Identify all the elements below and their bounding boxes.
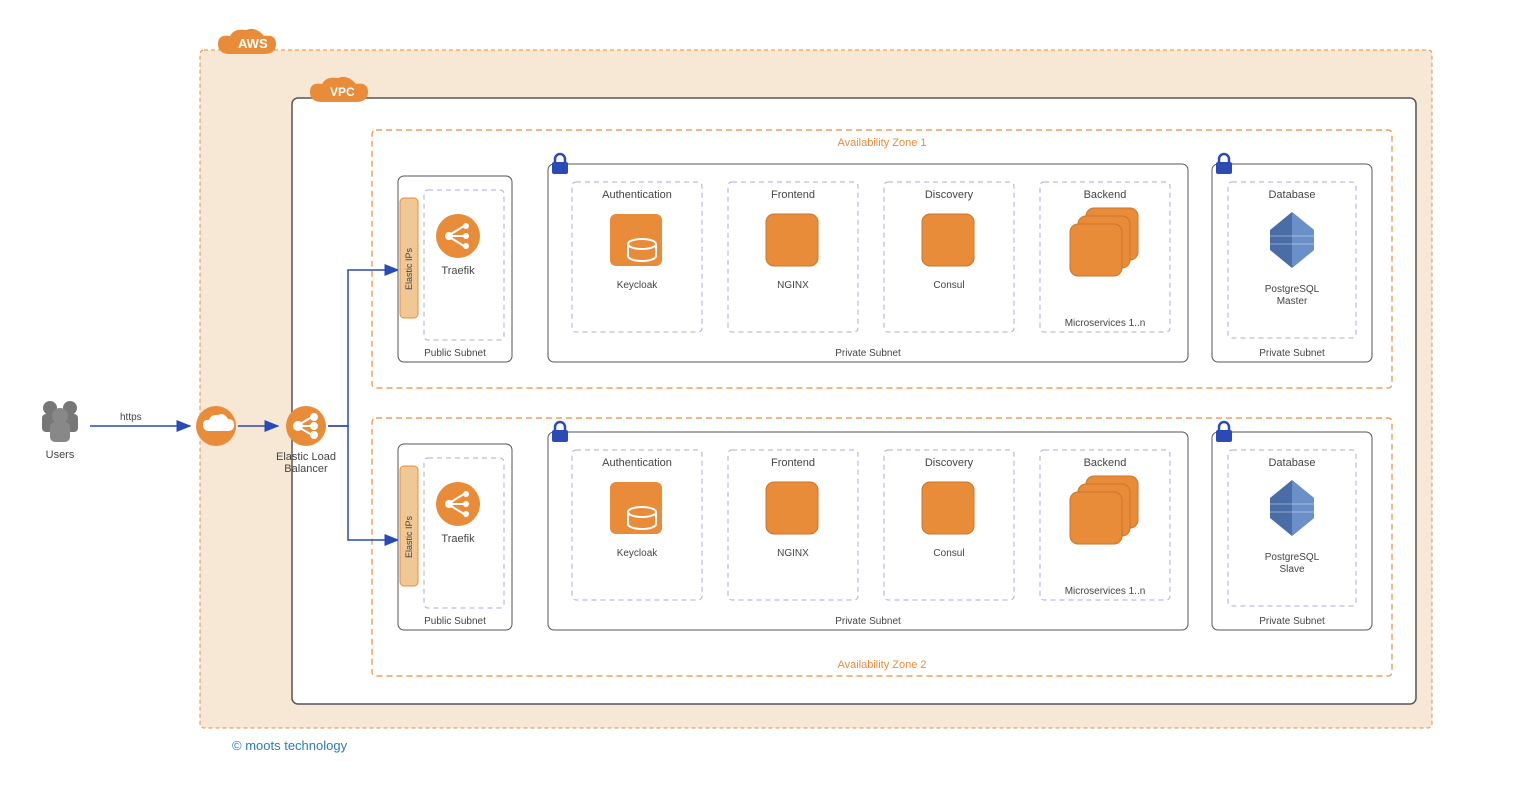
traefik-label: Traefik: [441, 265, 475, 277]
service-title: Frontend: [771, 189, 815, 201]
elb-label: Elastic LoadBalancer: [276, 451, 336, 475]
svg-text:VPC: VPC: [330, 85, 355, 99]
service-title: Discovery: [925, 457, 974, 469]
service-title: Frontend: [771, 457, 815, 469]
service-title: Authentication: [602, 189, 672, 201]
database-title: Database: [1268, 189, 1315, 201]
copyright-label: © moots technology: [232, 738, 347, 753]
service-sub: Consul: [933, 548, 964, 559]
traefik-icon: [436, 214, 480, 258]
keycloak-icon: [610, 214, 662, 266]
traefik-label: Traefik: [441, 533, 475, 545]
service-sub: NGINX: [777, 548, 809, 559]
aws-badge: AWS: [218, 29, 276, 54]
traefik-icon: [436, 482, 480, 526]
microservices-icon: [1070, 208, 1138, 276]
database-title: Database: [1268, 457, 1315, 469]
elastic-ips-label: Elastic IPs: [404, 247, 414, 290]
public-subnet-label: Public Subnet: [424, 616, 486, 627]
keycloak-icon: [610, 482, 662, 534]
service-title: Discovery: [925, 189, 974, 201]
service-sub: NGINX: [777, 280, 809, 291]
svg-text:Availability Zone 2: Availability Zone 2: [837, 659, 926, 671]
public-subnet-label: Public Subnet: [424, 348, 486, 359]
service-sub: Consul: [933, 280, 964, 291]
elb-icon: [286, 406, 326, 446]
private-subnet-label: Private Subnet: [835, 616, 901, 627]
svg-text:Private Subnet: Private Subnet: [1259, 616, 1325, 627]
users-label: Users: [46, 449, 75, 461]
svg-text:Availability Zone 1: Availability Zone 1: [837, 137, 926, 149]
architecture-diagram: AWS VPC Availability Zone 1 Availability…: [0, 0, 1536, 804]
private-subnet-label: Private Subnet: [835, 348, 901, 359]
service-sub: Keycloak: [617, 280, 659, 291]
service-sub: Microservices 1..n: [1065, 318, 1146, 329]
svg-text:Private Subnet: Private Subnet: [1259, 348, 1325, 359]
service-title: Backend: [1084, 457, 1127, 469]
users-icon: [42, 401, 78, 442]
svg-text:AWS: AWS: [238, 36, 268, 51]
service-title: Authentication: [602, 457, 672, 469]
svg-text:https: https: [120, 412, 142, 423]
service-sub: Keycloak: [617, 548, 659, 559]
cloud-icon: [196, 406, 236, 446]
service-sub: Microservices 1..n: [1065, 586, 1146, 597]
elastic-ips-label: Elastic IPs: [404, 515, 414, 558]
service-title: Backend: [1084, 189, 1127, 201]
microservices-icon: [1070, 476, 1138, 544]
